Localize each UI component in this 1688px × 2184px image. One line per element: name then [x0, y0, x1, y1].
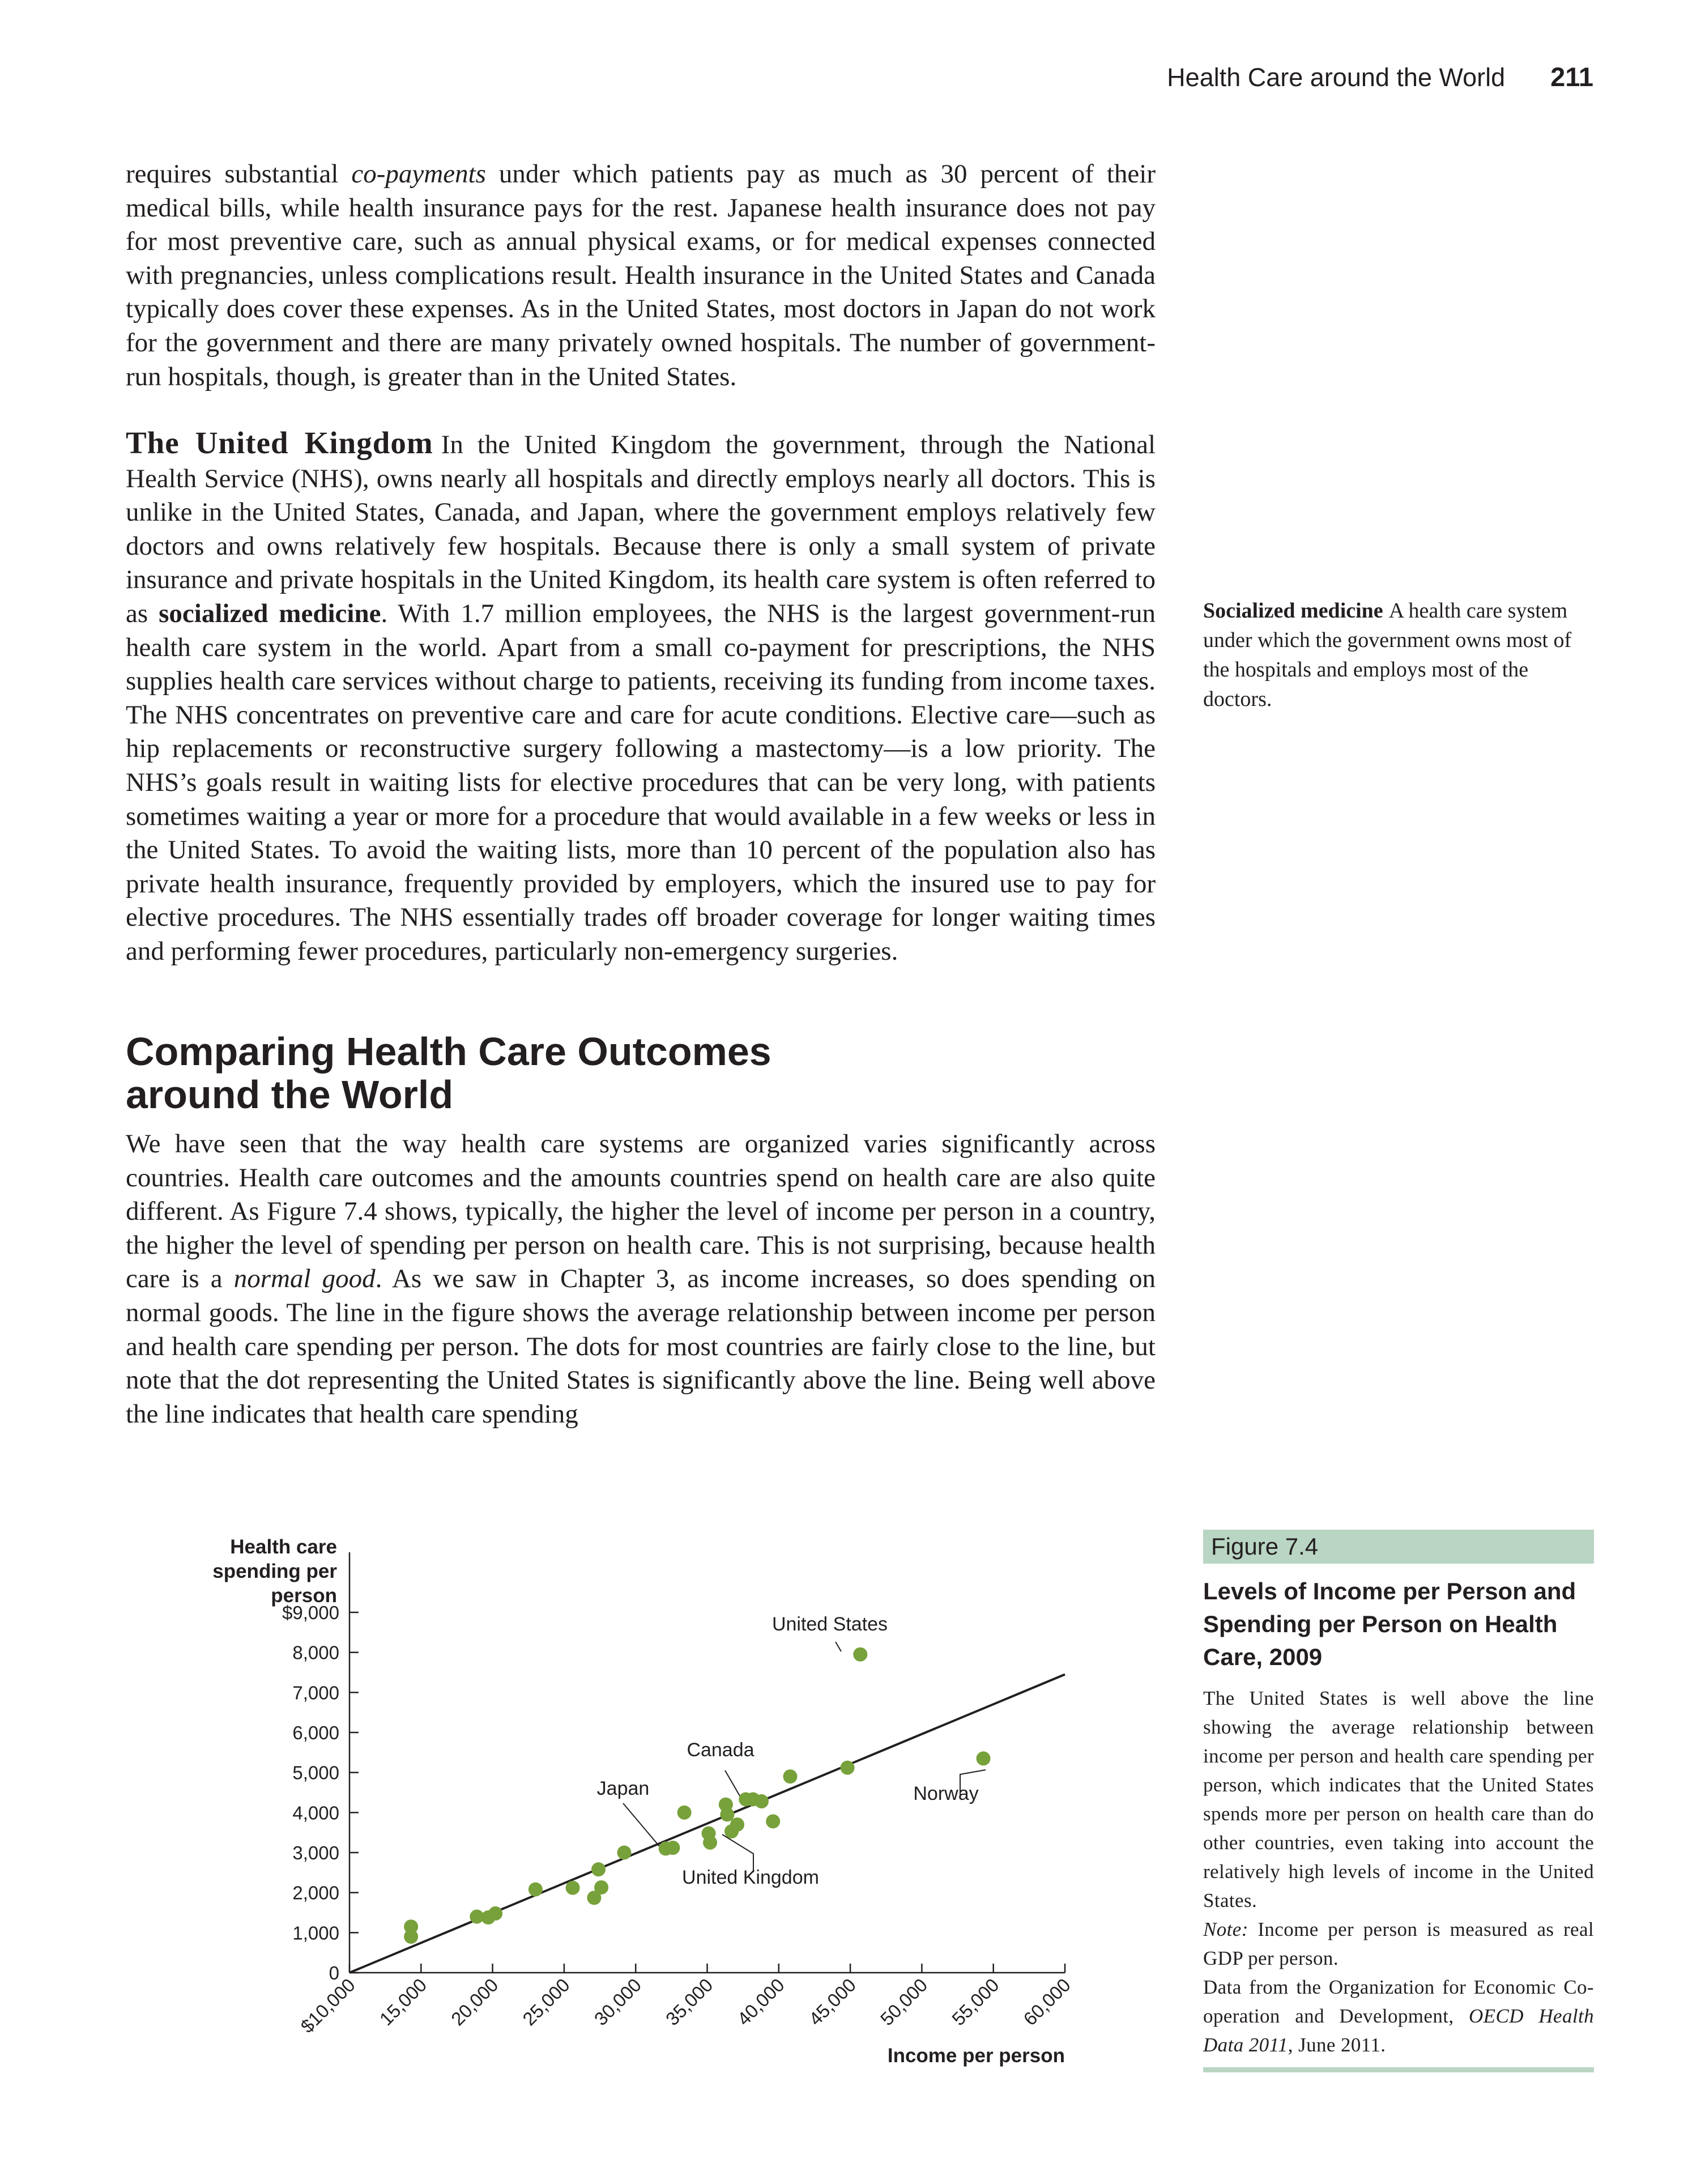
figure-title: Levels of Income per Person and Spending… — [1203, 1578, 1576, 1670]
data-point — [703, 1835, 718, 1850]
figure-caption-panel: Figure 7.4 Levels of Income per Person a… — [1203, 1530, 1594, 2072]
p3-term-normal-good: normal good — [233, 1264, 376, 1294]
data-point — [766, 1814, 781, 1829]
x-tick-label: 55,000 — [948, 1974, 1003, 2030]
figure-source-text-2: , June 2011. — [1288, 2034, 1386, 2056]
annotation-label: Norway — [913, 1783, 978, 1804]
data-point — [754, 1794, 769, 1809]
data-point — [591, 1862, 606, 1877]
figure-source-title: OECD Health Data 2011 — [1203, 2005, 1594, 2056]
x-tick-label: 15,000 — [376, 1974, 431, 2030]
data-point — [976, 1751, 991, 1766]
data-point — [853, 1647, 868, 1662]
y-axis-title: spending per — [212, 1560, 337, 1582]
annotation-label: United Kingdom — [682, 1867, 819, 1888]
figure-source: Data from the Organization for Economic … — [1203, 1973, 1594, 2059]
data-point — [470, 1909, 484, 1924]
annotation-label: Japan — [597, 1778, 650, 1799]
p1-text-1: requires substantial — [126, 159, 352, 189]
y-tick-label: 2,000 — [292, 1883, 339, 1904]
figure-caption: The United States is well above the line… — [1203, 1684, 1594, 2059]
p3-text-1: We have seen that the way health care sy… — [126, 1129, 1156, 1294]
section-heading-line2: around the World — [126, 1072, 454, 1117]
y-tick-label: 3,000 — [292, 1842, 339, 1863]
x-tick-label: 50,000 — [876, 1974, 932, 2030]
run-in-heading-uk: The United Kingdom — [126, 425, 433, 460]
scatter-chart: 0 1,000 2,000 3,000 4,000 5,000 6,000 7,000 8,00… — [212, 1536, 1075, 2067]
section-heading: Comparing Health Care Outcomes around th… — [126, 1030, 975, 1116]
x-tick-label: 35,000 — [662, 1974, 717, 2030]
figure-label: Figure 7.4 — [1203, 1530, 1594, 1564]
y-tick-label: 6,000 — [292, 1722, 339, 1743]
data-point — [587, 1891, 602, 1905]
data-point — [617, 1845, 632, 1860]
data-point — [677, 1805, 692, 1820]
margin-term: Socialized medicine — [1203, 599, 1383, 623]
trend-line — [349, 1673, 1065, 1974]
p2-text-1: In the United Kingdom the government, th… — [126, 430, 1156, 628]
x-axis-title: Income per person — [888, 2045, 1065, 2067]
data-point — [720, 1807, 735, 1822]
figure-note-text: Income per person is measured as real GD… — [1203, 1918, 1594, 1969]
margin-definition-text: A health care system under which the gov… — [1203, 599, 1572, 711]
y-tick-label: 7,000 — [292, 1682, 339, 1703]
section-heading-line1: Comparing Health Care Outcomes — [126, 1029, 771, 1074]
data-point — [528, 1882, 543, 1897]
x-tick-label: 40,000 — [733, 1974, 788, 2030]
leader-line — [960, 1769, 986, 1795]
data-point — [840, 1760, 855, 1775]
figure-note: Note: Income per person is measured as r… — [1203, 1915, 1594, 1973]
p1-text-2: under which patients pay as much as 30 p… — [126, 159, 1156, 391]
p3-text-2: . As we saw in Chapter 3, as income incr… — [126, 1264, 1156, 1429]
x-tick-label: 45,000 — [805, 1974, 860, 2030]
margin-definition: Socialized medicine A health care system … — [1203, 596, 1588, 714]
leader-line — [835, 1641, 842, 1652]
data-point — [404, 1919, 419, 1934]
p2-text-2: . With 1.7 million employees, the NHS is… — [126, 598, 1156, 966]
figure-caption-text: The United States is well above the line… — [1203, 1687, 1594, 1911]
x-tick-label: 30,000 — [590, 1974, 646, 2030]
x-tick-label: 20,000 — [447, 1974, 502, 2030]
leader-line — [722, 1834, 754, 1872]
data-point — [783, 1769, 798, 1784]
data-point — [730, 1817, 745, 1832]
data-point — [488, 1906, 503, 1921]
running-head: Health Care around the World 211 — [1167, 61, 1593, 92]
p2-term-socialized-medicine: socialized medicine — [159, 598, 381, 628]
data-point — [404, 1929, 419, 1944]
x-tick-label: 25,000 — [518, 1974, 574, 2030]
data-point — [666, 1841, 680, 1855]
y-tick-label: 0 — [329, 1962, 339, 1983]
annotation-label: United States — [772, 1613, 888, 1635]
y-axis-title: person — [271, 1585, 337, 1607]
figure-note-label: Note: — [1203, 1918, 1248, 1940]
figure-source-text-1: Data from the Organization for Economic … — [1203, 1976, 1594, 2027]
x-tick-label: $10,000 — [296, 1974, 359, 2037]
y-axis-title: Health care — [230, 1536, 337, 1558]
page-number: 211 — [1550, 62, 1593, 92]
y-tick-label: 8,000 — [292, 1642, 339, 1663]
paragraph-united-kingdom: The United Kingdom In the United Kingdom … — [126, 426, 1156, 969]
p1-term-copayments: co-payments — [351, 159, 486, 189]
data-point — [594, 1880, 609, 1894]
paragraph-japan-continued: requires substantial co-payments under w… — [126, 157, 1156, 394]
leader-line — [623, 1803, 660, 1847]
figure-bottom-rule — [1203, 2067, 1594, 2072]
paragraph-comparing-outcomes: We have seen that the way health care sy… — [126, 1127, 1156, 1431]
running-title: Health Care around the World — [1167, 63, 1506, 92]
data-point — [565, 1880, 580, 1895]
y-tick-label: 4,000 — [292, 1802, 339, 1823]
annotation-label: Canada — [687, 1739, 754, 1761]
x-tick-label: 60,000 — [1019, 1974, 1075, 2030]
y-tick-label: 5,000 — [292, 1762, 339, 1783]
y-tick-label: $9,000 — [282, 1602, 339, 1623]
y-tick-label: 1,000 — [292, 1922, 339, 1943]
